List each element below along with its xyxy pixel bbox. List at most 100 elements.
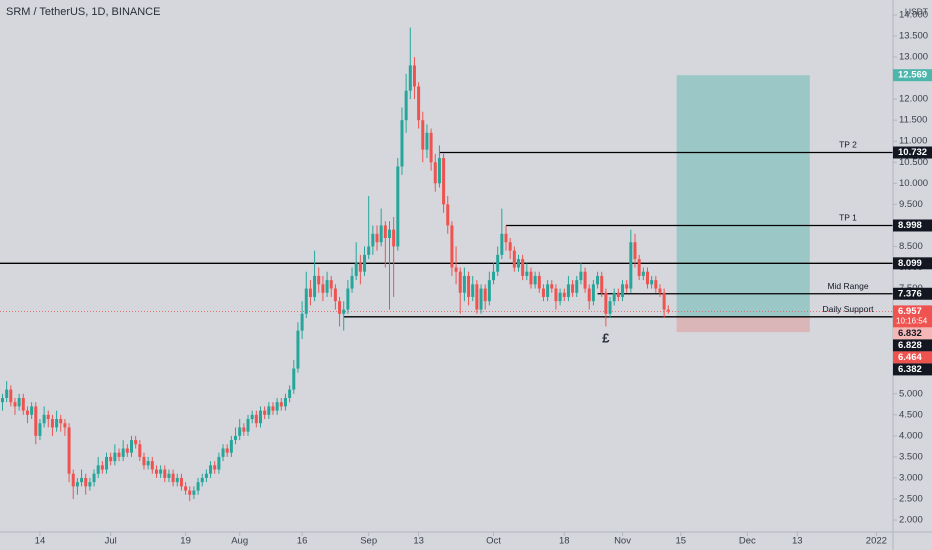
candle-body	[546, 284, 550, 297]
candle-body	[625, 284, 629, 289]
level-note: Daily Support	[822, 304, 874, 314]
candle-body	[333, 288, 337, 302]
price-badge-label: 6.828	[898, 340, 922, 351]
x-tick-label: Nov	[614, 536, 631, 547]
candle-body	[300, 313, 304, 331]
candle-body	[637, 259, 641, 276]
candle-body	[179, 477, 183, 487]
price-badge-label: 6.957	[898, 306, 922, 317]
x-tick-label: 13	[413, 536, 424, 547]
candle-body	[537, 275, 541, 289]
price-badge	[893, 351, 932, 364]
candle-body	[437, 158, 441, 184]
candle-body	[367, 246, 371, 255]
candle-body	[516, 259, 520, 268]
candle-body	[217, 456, 221, 470]
candle-body	[338, 301, 342, 314]
candle-body	[641, 271, 645, 276]
candle-body	[88, 482, 92, 487]
candle-body	[5, 389, 9, 398]
price-badge-label: 8.998	[898, 220, 922, 231]
price-badge-label: 6.832	[898, 328, 922, 339]
candle-body	[129, 440, 133, 453]
candle-body	[566, 284, 570, 297]
y-tick-label: 5.000	[899, 388, 923, 399]
y-tick-label: 11.500	[899, 115, 927, 126]
candle-body	[304, 288, 308, 314]
stop-zone	[676, 316, 810, 333]
candle-body	[142, 456, 146, 466]
candle-body	[50, 419, 54, 428]
candle-body	[454, 267, 458, 272]
candle-body	[496, 254, 500, 272]
candle-body	[533, 275, 537, 285]
candle-body	[288, 389, 292, 398]
price-badge-label: 6.464	[898, 352, 922, 363]
candle-body	[71, 473, 75, 487]
price-badge-label: 7.376	[898, 288, 922, 299]
candle-body	[400, 120, 404, 167]
candle-body	[292, 368, 296, 390]
candle-body	[34, 406, 38, 436]
candle-body	[171, 473, 175, 483]
candle-body	[462, 275, 466, 293]
price-badge	[893, 327, 932, 340]
candle-body	[196, 482, 200, 491]
x-tick-label: 16	[297, 536, 308, 547]
candle-body	[329, 280, 333, 289]
candle-body	[479, 288, 483, 310]
candle-body	[475, 284, 479, 310]
candle-body	[375, 233, 379, 243]
candle-body	[541, 288, 545, 297]
candle-body	[30, 406, 34, 415]
candle-body	[209, 465, 213, 474]
candle-body	[604, 292, 608, 314]
candle-body	[525, 271, 529, 276]
candle-body	[404, 90, 408, 121]
y-tick-label: 2.500	[899, 494, 923, 505]
y-tick-label: 11.000	[899, 136, 927, 147]
candle-body	[283, 397, 287, 407]
candle-body	[425, 132, 429, 150]
x-tick-label: 14	[35, 536, 46, 547]
candle-body	[92, 473, 96, 483]
x-tick-label: 18	[559, 536, 570, 547]
price-badge	[893, 219, 932, 232]
y-tick-label: 10.500	[899, 157, 928, 168]
candle-body	[591, 284, 595, 302]
candle-body	[184, 486, 188, 491]
candle-body	[75, 482, 79, 487]
candle-body	[421, 120, 425, 150]
candle-body	[84, 477, 88, 487]
price-badge-label: 6.382	[898, 364, 922, 375]
candle-body	[616, 292, 620, 297]
price-badge-label: 12.569	[898, 70, 927, 81]
candle-body	[433, 162, 437, 184]
price-badge-label: 8.099	[898, 258, 922, 269]
candle-body	[296, 330, 300, 369]
candle-body	[654, 280, 658, 289]
candle-body	[80, 477, 84, 483]
candle-body	[192, 490, 196, 495]
y-tick-label: 14.000	[899, 9, 928, 20]
candle-body	[562, 292, 566, 297]
candle-body	[258, 410, 262, 424]
x-tick-label: Sep	[360, 536, 377, 547]
candle-body	[109, 456, 113, 462]
candle-body	[117, 452, 121, 457]
x-tick-label: Jul	[105, 536, 117, 547]
candle-body	[587, 288, 591, 302]
candle-body	[575, 280, 579, 293]
y-tick-label: 13.500	[899, 31, 928, 42]
candle-body	[396, 166, 400, 247]
y-tick-label: 4.000	[899, 430, 923, 441]
y-tick-label: 13.000	[899, 52, 928, 63]
candle-body	[67, 427, 71, 474]
candle-body	[412, 65, 416, 87]
candle-body	[483, 288, 487, 302]
target-zone	[676, 75, 810, 317]
candle-body	[313, 275, 317, 297]
candle-body	[558, 292, 562, 302]
